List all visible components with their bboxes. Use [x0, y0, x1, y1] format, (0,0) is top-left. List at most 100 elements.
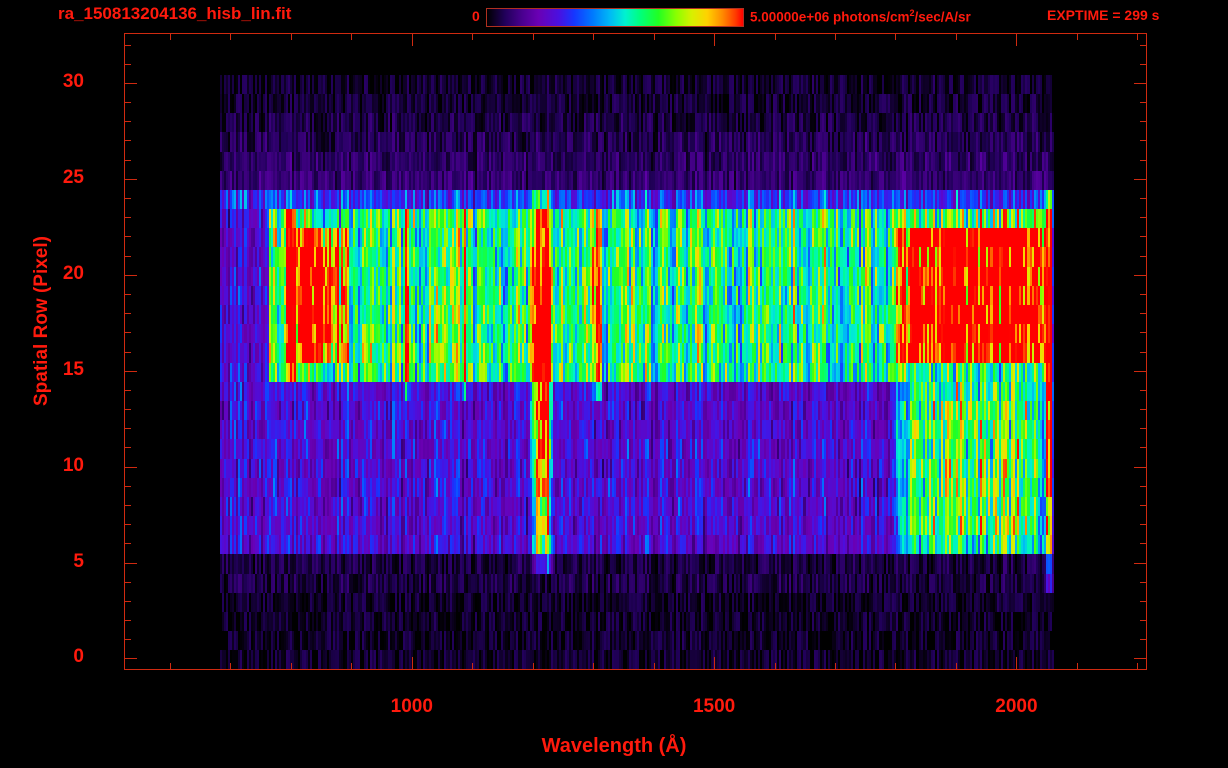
colorbar-min-label: 0 — [472, 8, 480, 24]
y-minor-tick-right — [1140, 428, 1147, 429]
colorbar-units-exponent: 2 — [909, 8, 915, 18]
y-minor-tick-right — [1140, 639, 1147, 640]
y-minor-tick — [124, 352, 131, 353]
y-tick-label: 5 — [73, 550, 84, 572]
y-minor-tick — [124, 486, 131, 487]
y-major-tick — [124, 467, 137, 468]
colorbar-max-value: 5.00000e+06 — [750, 9, 830, 25]
x-minor-tick — [170, 663, 171, 670]
y-minor-tick — [124, 390, 131, 391]
y-major-tick — [124, 275, 137, 276]
y-major-tick-right — [1134, 179, 1147, 180]
y-minor-tick — [124, 620, 131, 621]
x-minor-tick-top — [230, 33, 231, 40]
y-tick-label: 0 — [73, 646, 84, 668]
y-major-tick — [124, 658, 137, 659]
y-minor-tick-right — [1140, 620, 1147, 621]
x-minor-tick — [351, 663, 352, 670]
y-major-tick — [124, 179, 137, 180]
y-minor-tick-right — [1140, 524, 1147, 525]
colorbar-units-pre: photons/cm — [829, 9, 910, 25]
y-minor-tick-right — [1140, 409, 1147, 410]
x-axis-title: Wavelength (Å) — [541, 735, 687, 757]
x-minor-tick — [654, 663, 655, 670]
y-major-tick-right — [1134, 563, 1147, 564]
x-minor-tick-top — [593, 33, 594, 40]
y-minor-tick — [124, 160, 131, 161]
x-minor-tick-top — [895, 33, 896, 40]
y-minor-tick-right — [1140, 486, 1147, 487]
x-minor-tick — [291, 663, 292, 670]
y-tick-label: 30 — [62, 70, 84, 92]
y-tick-label: 20 — [62, 262, 84, 284]
x-minor-tick-top — [170, 33, 171, 40]
y-minor-tick-right — [1140, 447, 1147, 448]
y-minor-tick-right — [1140, 294, 1147, 295]
y-minor-tick-right — [1140, 313, 1147, 314]
x-minor-tick — [472, 663, 473, 670]
y-minor-tick-right — [1140, 390, 1147, 391]
y-minor-tick — [124, 505, 131, 506]
x-minor-tick-top — [351, 33, 352, 40]
x-minor-tick-top — [775, 33, 776, 40]
x-minor-tick-top — [654, 33, 655, 40]
page-title: ra_150813204136_hisb_lin.fit — [58, 4, 292, 23]
y-major-tick-right — [1134, 371, 1147, 372]
exptime-label: EXPTIME = 299 s — [1047, 7, 1160, 23]
y-minor-tick — [124, 601, 131, 602]
x-minor-tick — [775, 663, 776, 670]
x-major-tick — [1016, 657, 1017, 670]
plot-frame — [124, 33, 1147, 670]
x-minor-tick-top — [835, 33, 836, 40]
y-major-tick-right — [1134, 83, 1147, 84]
y-minor-tick-right — [1140, 121, 1147, 122]
y-minor-tick — [124, 45, 131, 46]
y-minor-tick — [124, 121, 131, 122]
x-minor-tick-top — [533, 33, 534, 40]
y-minor-tick-right — [1140, 45, 1147, 46]
y-minor-tick-right — [1140, 64, 1147, 65]
y-minor-tick — [124, 198, 131, 199]
y-minor-tick — [124, 524, 131, 525]
colorbar — [486, 8, 744, 27]
y-minor-tick-right — [1140, 332, 1147, 333]
y-minor-tick-right — [1140, 582, 1147, 583]
x-minor-tick — [593, 663, 594, 670]
y-major-tick-right — [1134, 658, 1147, 659]
x-minor-tick — [1077, 663, 1078, 670]
y-major-tick-right — [1134, 275, 1147, 276]
y-minor-tick — [124, 64, 131, 65]
y-major-tick — [124, 563, 137, 564]
y-minor-tick — [124, 582, 131, 583]
x-minor-tick-top — [472, 33, 473, 40]
x-minor-tick — [895, 663, 896, 670]
x-minor-tick — [230, 663, 231, 670]
y-minor-tick — [124, 447, 131, 448]
x-minor-tick — [533, 663, 534, 670]
y-minor-tick-right — [1140, 505, 1147, 506]
x-minor-tick-top — [956, 33, 957, 40]
x-major-tick — [714, 657, 715, 670]
y-axis-title: Spatial Row (Pixel) — [31, 236, 52, 406]
y-minor-tick — [124, 428, 131, 429]
colorbar-units-post: /sec/A/sr — [914, 9, 971, 25]
y-minor-tick — [124, 543, 131, 544]
y-minor-tick — [124, 236, 131, 237]
x-major-tick-top — [412, 33, 413, 46]
y-minor-tick-right — [1140, 352, 1147, 353]
x-tick-label: 1500 — [692, 696, 736, 717]
y-minor-tick — [124, 332, 131, 333]
x-tick-label: 2000 — [995, 696, 1038, 717]
colorbar-max-label: 5.00000e+06 photons/cm2/sec/A/sr — [750, 8, 971, 25]
y-major-tick — [124, 83, 137, 84]
y-minor-tick-right — [1140, 543, 1147, 544]
x-minor-tick-top — [1137, 33, 1138, 40]
y-minor-tick — [124, 140, 131, 141]
x-minor-tick — [1137, 663, 1138, 670]
x-major-tick-top — [714, 33, 715, 46]
x-tick-label: 1000 — [390, 696, 433, 717]
y-minor-tick-right — [1140, 601, 1147, 602]
y-tick-label: 25 — [62, 166, 84, 188]
x-minor-tick-top — [1077, 33, 1078, 40]
